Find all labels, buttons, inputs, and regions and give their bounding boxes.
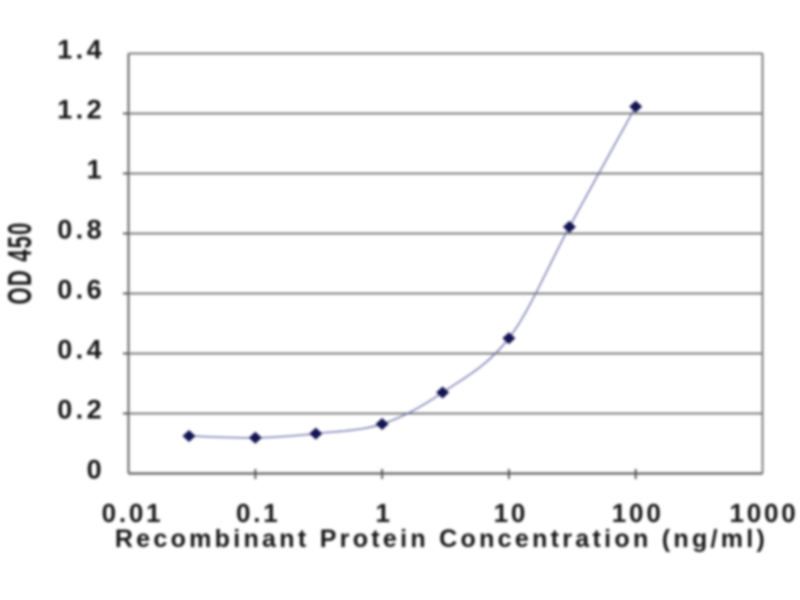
svg-text:0.1: 0.1: [236, 498, 281, 528]
svg-text:1.2: 1.2: [57, 95, 105, 125]
svg-text:0: 0: [87, 455, 105, 485]
svg-text:Recombinant Protein Concentrat: Recombinant Protein Concentration (ng/ml…: [115, 525, 768, 553]
svg-text:1000: 1000: [729, 498, 798, 528]
svg-text:0.8: 0.8: [57, 215, 105, 245]
svg-text:1.4: 1.4: [57, 35, 105, 65]
svg-text:OD 450: OD 450: [2, 222, 38, 305]
svg-text:0.4: 0.4: [57, 335, 105, 365]
svg-text:10: 10: [494, 498, 529, 528]
svg-text:100: 100: [612, 498, 664, 528]
svg-text:0.6: 0.6: [57, 275, 105, 305]
svg-text:1: 1: [87, 155, 105, 185]
svg-text:0.2: 0.2: [57, 395, 105, 425]
svg-text:0.01: 0.01: [102, 498, 164, 528]
svg-text:1: 1: [375, 498, 392, 528]
